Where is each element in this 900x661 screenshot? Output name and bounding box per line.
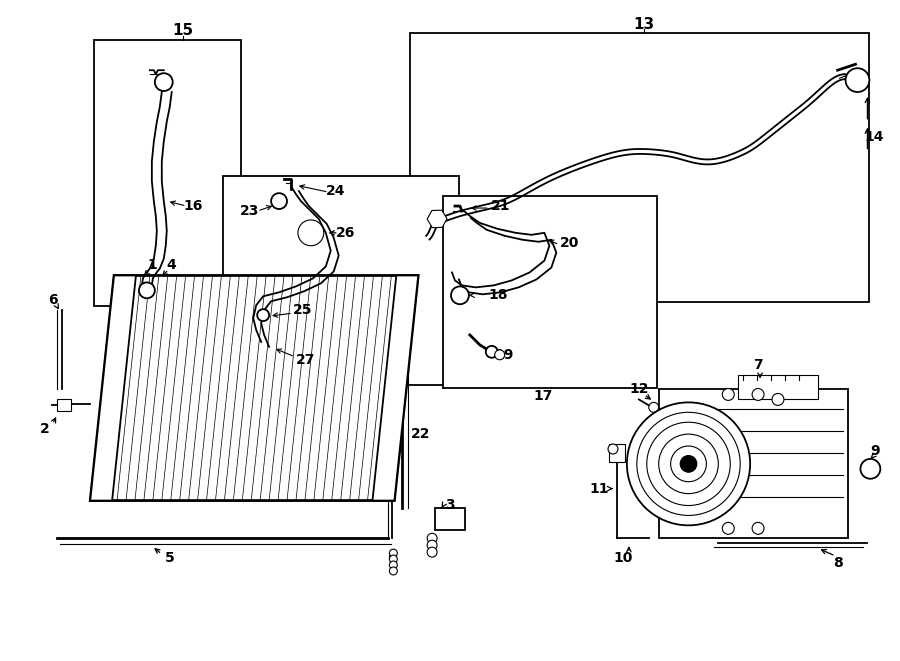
Circle shape	[390, 567, 397, 575]
Text: 16: 16	[184, 199, 203, 213]
Circle shape	[772, 393, 784, 405]
Bar	[58, 399, 71, 411]
Circle shape	[390, 555, 397, 563]
Text: 21: 21	[491, 199, 510, 213]
Circle shape	[486, 346, 498, 358]
Text: 8: 8	[832, 556, 842, 570]
Text: 24: 24	[326, 184, 346, 198]
Circle shape	[303, 225, 319, 241]
Text: 11: 11	[590, 482, 608, 496]
Circle shape	[257, 309, 269, 321]
Text: 3: 3	[446, 498, 454, 512]
Text: 7: 7	[753, 358, 763, 371]
Circle shape	[298, 220, 324, 246]
Circle shape	[649, 403, 659, 412]
Bar	[738, 375, 818, 399]
Circle shape	[390, 561, 397, 569]
Text: 6: 6	[48, 293, 58, 307]
Text: 1: 1	[147, 258, 157, 272]
Text: 25: 25	[293, 303, 312, 317]
Circle shape	[390, 549, 397, 557]
Polygon shape	[373, 276, 418, 500]
Bar	[659, 389, 848, 538]
Text: 18: 18	[488, 288, 508, 302]
Text: 6: 6	[388, 551, 397, 565]
Bar	[410, 32, 869, 302]
Circle shape	[637, 412, 740, 516]
Polygon shape	[90, 276, 418, 500]
Circle shape	[139, 282, 155, 298]
Text: 14: 14	[865, 130, 884, 143]
Text: 27: 27	[296, 353, 316, 367]
Text: 4: 4	[166, 258, 176, 272]
Circle shape	[845, 68, 869, 92]
Circle shape	[608, 444, 618, 454]
Circle shape	[428, 547, 437, 557]
Text: 12: 12	[629, 383, 649, 397]
Text: 9: 9	[870, 444, 880, 458]
Text: 23: 23	[239, 204, 259, 218]
Circle shape	[627, 403, 750, 525]
Text: 15: 15	[172, 23, 194, 38]
Circle shape	[647, 422, 730, 506]
Text: 17: 17	[534, 389, 554, 403]
Circle shape	[752, 522, 764, 534]
Bar	[94, 40, 241, 306]
Circle shape	[451, 286, 469, 304]
Bar	[435, 508, 465, 530]
Bar	[223, 176, 459, 385]
Text: 22: 22	[410, 427, 430, 441]
Circle shape	[860, 459, 880, 479]
Circle shape	[723, 522, 734, 534]
Circle shape	[723, 389, 734, 401]
Bar	[418, 223, 435, 243]
Circle shape	[428, 540, 437, 550]
Text: 2: 2	[40, 422, 50, 436]
Bar	[443, 196, 657, 387]
Circle shape	[271, 193, 287, 209]
Text: 19: 19	[494, 348, 513, 362]
Text: 20: 20	[560, 236, 579, 250]
Circle shape	[670, 446, 706, 482]
Circle shape	[155, 73, 173, 91]
Polygon shape	[90, 276, 136, 500]
Bar	[609, 444, 625, 462]
Circle shape	[752, 389, 764, 401]
Circle shape	[428, 533, 437, 543]
Text: 26: 26	[336, 226, 356, 240]
Circle shape	[659, 434, 718, 494]
Circle shape	[680, 456, 697, 472]
Text: 5: 5	[165, 551, 175, 565]
Circle shape	[680, 456, 697, 472]
Circle shape	[495, 350, 505, 360]
Text: 10: 10	[613, 551, 633, 565]
Bar	[435, 226, 449, 242]
Text: 13: 13	[634, 17, 654, 32]
